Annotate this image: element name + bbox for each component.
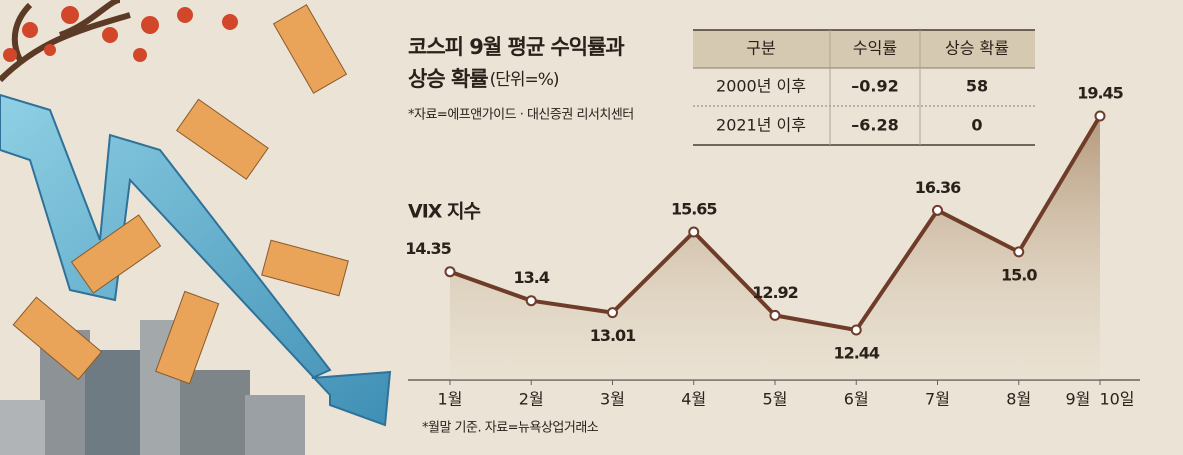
table-cell: –0.92: [851, 77, 898, 96]
point: [688, 226, 700, 238]
value-label: 15.65: [671, 200, 717, 219]
point: [932, 204, 943, 216]
title-line-2: 상승 확률 (단위=%): [408, 67, 559, 91]
table-cell: 2000년 이후: [716, 77, 806, 96]
point: [444, 266, 456, 278]
point: [1013, 246, 1025, 258]
table-header: 구분: [746, 39, 775, 58]
title-line: 상승 확률: [408, 67, 488, 91]
value-label: 12.44: [833, 344, 879, 363]
illustration: [0, 0, 392, 455]
point: [525, 295, 537, 307]
table: [693, 29, 1035, 146]
point: [850, 324, 862, 336]
x-tick-label: 2월: [519, 390, 544, 409]
x-tick-label: 9월 10일: [1065, 390, 1134, 409]
x-tick-label: 6월: [844, 390, 869, 409]
value-label: 15.0: [1001, 265, 1037, 284]
point: [769, 309, 781, 321]
value-label: 12.92: [752, 283, 798, 302]
value-label: 19.45: [1077, 84, 1123, 103]
table-header: 상승 확률: [945, 39, 1009, 58]
point: [1094, 110, 1106, 122]
value-label: 13.4: [514, 268, 550, 287]
title-line: 코스피 9월 평균 수익률과: [408, 35, 624, 59]
x-tick-label: 8월: [1006, 390, 1031, 409]
chart-title: VIX 지수: [408, 201, 481, 223]
table-header: 수익률: [853, 39, 897, 58]
x-tick-label: 7월: [925, 390, 950, 409]
x-tick-label: 4월: [681, 390, 706, 409]
x-tick-label: 3월: [600, 390, 625, 409]
unit: (단위=%): [490, 70, 559, 90]
x-tick-label: 5월: [763, 390, 788, 409]
table-cell: 0: [971, 116, 982, 135]
value-label: 14.35: [405, 239, 451, 258]
point: [607, 307, 618, 319]
footnote: *월말 기준. 자료=뉴욕상업거래소: [422, 421, 599, 436]
source: *자료=에프앤가이드 · 대신증권 리서치센터: [408, 108, 634, 123]
value-label: 13.01: [590, 326, 636, 345]
x-tick-label: 1월: [438, 390, 463, 409]
table-cell: 58: [966, 77, 988, 96]
table-cell: –6.28: [851, 116, 898, 135]
table-cell: 2021년 이후: [716, 116, 806, 135]
value-label: 16.36: [915, 178, 961, 197]
